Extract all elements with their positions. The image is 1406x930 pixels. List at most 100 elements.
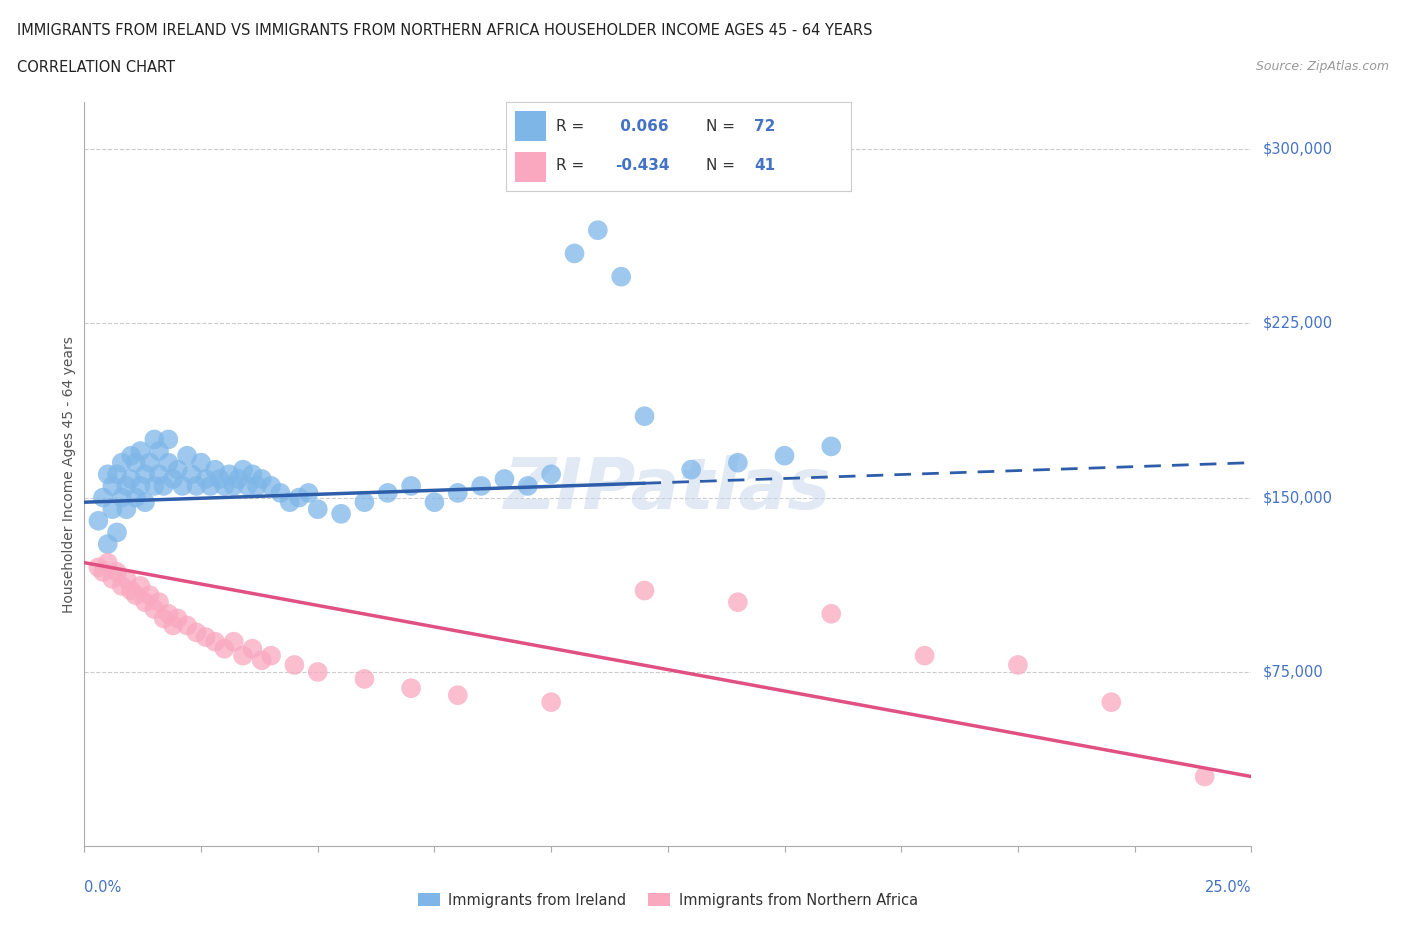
Point xyxy=(222,634,245,649)
Point xyxy=(129,478,152,493)
Text: IMMIGRANTS FROM IRELAND VS IMMIGRANTS FROM NORTHERN AFRICA HOUSEHOLDER INCOME AG: IMMIGRANTS FROM IRELAND VS IMMIGRANTS FR… xyxy=(17,23,872,38)
Point xyxy=(120,472,142,486)
Point xyxy=(727,595,749,610)
Point xyxy=(186,478,208,493)
Point xyxy=(278,495,301,510)
Point xyxy=(228,472,250,486)
Point xyxy=(87,560,110,575)
Point xyxy=(399,681,422,696)
Point xyxy=(1099,695,1122,710)
Point xyxy=(540,695,562,710)
Point xyxy=(157,606,180,621)
Point xyxy=(820,606,842,621)
Point xyxy=(87,513,110,528)
Point xyxy=(232,648,254,663)
Point xyxy=(162,618,184,633)
Point xyxy=(236,478,259,493)
Point xyxy=(101,478,124,493)
Point xyxy=(246,478,269,493)
Point xyxy=(447,485,470,500)
Point xyxy=(162,472,184,486)
Point xyxy=(105,565,128,579)
Point xyxy=(152,611,174,626)
Point xyxy=(222,478,245,493)
Point xyxy=(727,455,749,470)
Point xyxy=(152,478,174,493)
Point xyxy=(125,490,148,505)
Point xyxy=(111,578,134,593)
Point xyxy=(204,634,226,649)
Point xyxy=(633,408,655,423)
Point xyxy=(105,467,128,482)
Text: N =: N = xyxy=(706,119,740,134)
Point xyxy=(172,478,194,493)
Point xyxy=(773,448,796,463)
Point xyxy=(214,478,236,493)
Legend: Immigrants from Ireland, Immigrants from Northern Africa: Immigrants from Ireland, Immigrants from… xyxy=(412,886,924,913)
Point xyxy=(176,618,198,633)
Point xyxy=(101,502,124,517)
Point xyxy=(914,648,936,663)
Point xyxy=(194,630,217,644)
Point xyxy=(470,478,492,493)
Text: 0.0%: 0.0% xyxy=(84,880,121,895)
Point xyxy=(269,485,291,500)
Point xyxy=(204,462,226,477)
Text: $300,000: $300,000 xyxy=(1263,141,1333,156)
Point xyxy=(633,583,655,598)
Point xyxy=(166,611,188,626)
Point xyxy=(297,485,319,500)
Point xyxy=(157,455,180,470)
Text: 25.0%: 25.0% xyxy=(1205,880,1251,895)
Point xyxy=(283,658,305,672)
Point xyxy=(134,495,156,510)
Point xyxy=(143,602,166,617)
Point xyxy=(111,455,134,470)
Point xyxy=(540,467,562,482)
Point xyxy=(138,455,160,470)
Point xyxy=(148,444,170,458)
Point xyxy=(399,478,422,493)
Point xyxy=(176,448,198,463)
Text: $150,000: $150,000 xyxy=(1263,490,1333,505)
Point xyxy=(111,490,134,505)
Point xyxy=(250,472,273,486)
Point xyxy=(494,472,516,486)
Point xyxy=(157,432,180,447)
Point xyxy=(307,502,329,517)
Point xyxy=(330,506,353,521)
Point xyxy=(200,478,222,493)
Point xyxy=(97,555,120,570)
Point xyxy=(101,571,124,587)
Point xyxy=(125,588,148,603)
Point xyxy=(353,495,375,510)
Text: R =: R = xyxy=(557,119,589,134)
Y-axis label: Householder Income Ages 45 - 64 years: Householder Income Ages 45 - 64 years xyxy=(62,336,76,613)
Point xyxy=(143,478,166,493)
Point xyxy=(447,688,470,703)
Point xyxy=(125,455,148,470)
Point xyxy=(134,467,156,482)
Point xyxy=(115,478,138,493)
Point xyxy=(307,664,329,679)
Text: N =: N = xyxy=(706,158,740,173)
Point xyxy=(166,462,188,477)
Point xyxy=(120,583,142,598)
Point xyxy=(148,467,170,482)
Point xyxy=(681,462,703,477)
Point xyxy=(250,653,273,668)
Point xyxy=(260,478,283,493)
Point xyxy=(97,537,120,551)
Point xyxy=(288,490,311,505)
FancyBboxPatch shape xyxy=(515,152,546,182)
Point xyxy=(190,455,212,470)
Point xyxy=(377,485,399,500)
Point xyxy=(115,502,138,517)
Point xyxy=(820,439,842,454)
Point xyxy=(91,565,114,579)
Point xyxy=(214,642,236,657)
Point xyxy=(423,495,446,510)
Point xyxy=(1007,658,1029,672)
Point xyxy=(148,595,170,610)
Text: 41: 41 xyxy=(754,158,775,173)
